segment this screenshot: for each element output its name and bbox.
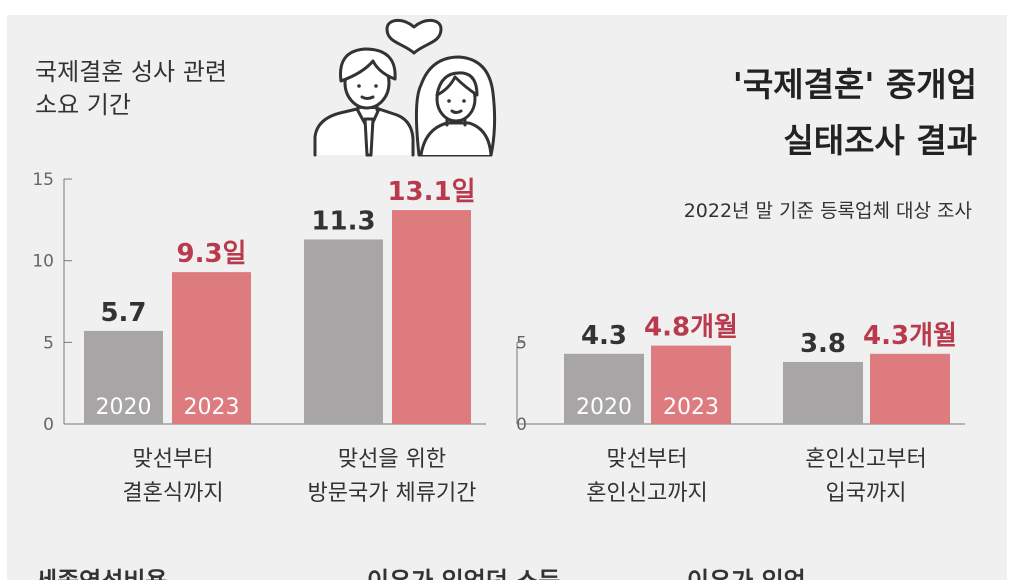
data-label: 13.1일 (387, 177, 475, 207)
couple-with-heart-icon (313, 19, 497, 157)
left-title-line2: 소요 기간 (35, 91, 131, 119)
bar-2023 (172, 272, 251, 424)
bar-2020 (84, 330, 163, 424)
bar-2023 (392, 210, 471, 424)
data-label: 9.3일 (177, 239, 247, 269)
category-label: 입국까지 (826, 481, 907, 506)
y-tick-label: 10 (32, 252, 54, 272)
bar-2020 (783, 361, 863, 424)
data-label: 5.7 (100, 298, 146, 328)
bar-2020 (304, 239, 383, 424)
bar-2020 (564, 353, 644, 424)
footer-text-1: 세종연성비용 (35, 567, 167, 580)
y-tick-label: 5 (516, 333, 527, 353)
data-label: 11.3 (311, 206, 375, 236)
category-label: 혼인신고부터 (805, 447, 926, 472)
data-label: 4.3개월 (863, 321, 957, 351)
legend-label-2020: 2020 (576, 395, 632, 420)
infographic-svg: 국제결혼 성사 관련 소요 기간 '국제결혼' 중개업 실태조사 결과 2022… (32, 19, 977, 584)
main-title-line2: 실태조사 결과 (783, 121, 977, 160)
y-tick-label: 15 (32, 170, 54, 190)
category-label: 맞선을 위한 (338, 447, 446, 472)
data-label: 4.3 (581, 321, 627, 351)
category-label: 혼인신고까지 (586, 481, 707, 506)
category-label: 방문국가 체류기간 (308, 481, 477, 506)
legend-label-2023: 2023 (184, 395, 240, 420)
footer-text-3: 이유가 있었 (687, 567, 806, 580)
bar-2023 (870, 353, 950, 424)
bar-2023 (651, 345, 731, 424)
data-label: 4.8개월 (644, 313, 738, 343)
y-tick-label: 5 (43, 333, 54, 353)
y-tick-label: 0 (516, 415, 527, 435)
data-label: 3.8 (800, 329, 846, 359)
main-title-line1: '국제결혼' 중개업 (733, 65, 977, 104)
legend-label-2023: 2023 (663, 395, 719, 420)
footer-text-2: 이유가 있었던 소득 (367, 567, 560, 580)
infographic-card: 국제결혼 성사 관련 소요 기간 '국제결혼' 중개업 실태조사 결과 2022… (7, 15, 1007, 584)
y-tick-label: 0 (43, 415, 54, 435)
legend-label-2020: 2020 (96, 395, 152, 420)
left-title-line1: 국제결혼 성사 관련 (35, 58, 227, 86)
category-label: 맞선부터 (133, 447, 214, 472)
subtitle: 2022년 말 기준 등록업체 대상 조사 (684, 200, 972, 222)
category-label: 결혼식까지 (122, 481, 223, 506)
category-label: 맞선부터 (607, 447, 688, 472)
